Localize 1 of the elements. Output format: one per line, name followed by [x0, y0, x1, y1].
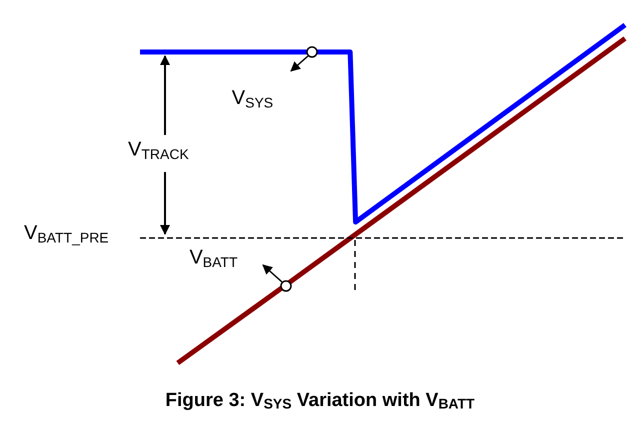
- text: Figure 3: VSYS Variation with VBATT: [165, 390, 476, 412]
